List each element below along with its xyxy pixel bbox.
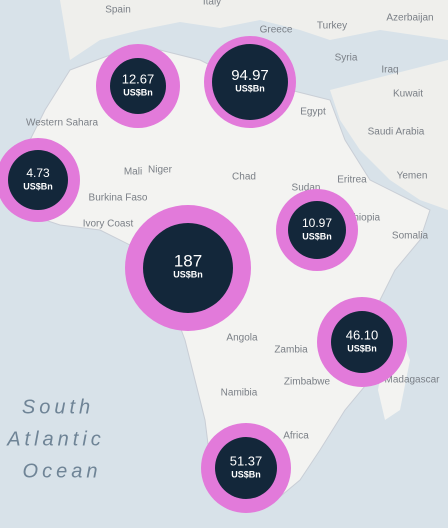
place-label: Egypt bbox=[300, 107, 326, 118]
ocean-label: Ocean bbox=[23, 460, 102, 482]
place-label: Saudi Arabia bbox=[368, 127, 425, 138]
bubble-unit: US$Bn bbox=[123, 87, 153, 97]
place-label: Italy bbox=[203, 0, 221, 8]
bubble-core bbox=[110, 58, 166, 114]
bubble-core bbox=[215, 437, 277, 499]
place-label: Syria bbox=[335, 53, 358, 64]
place-label: Madagascar bbox=[384, 375, 440, 386]
place-label: Namibia bbox=[221, 388, 258, 399]
bubble-value: 4.73 bbox=[26, 166, 50, 180]
place-label: Azerbaijan bbox=[386, 13, 433, 24]
place-label: Iraq bbox=[381, 65, 398, 76]
place-label: Sudan bbox=[292, 183, 321, 194]
bubble-unit: US$Bn bbox=[235, 83, 265, 93]
place-label: Eritrea bbox=[337, 175, 367, 186]
bubble-value: 51.37 bbox=[230, 453, 263, 468]
bubble-core bbox=[288, 201, 346, 259]
europe bbox=[60, 0, 448, 60]
place-label: Greece bbox=[260, 25, 293, 36]
place-label: Spain bbox=[105, 5, 131, 16]
place-label: Yemen bbox=[397, 171, 428, 182]
bubble-value: 10.97 bbox=[302, 216, 332, 230]
place-label: Burkina Faso bbox=[89, 193, 148, 204]
place-label: Ivory Coast bbox=[83, 219, 134, 230]
ocean-label: Atlantic bbox=[6, 428, 105, 450]
bubble-core bbox=[331, 311, 393, 373]
bubble-core bbox=[143, 223, 233, 313]
bubble-core bbox=[212, 44, 288, 120]
bubble-value: 94.97 bbox=[231, 67, 269, 84]
place-label: Mali bbox=[124, 167, 142, 178]
ocean-label: South bbox=[22, 396, 94, 418]
place-label: Africa bbox=[283, 431, 309, 442]
place-label: Niger bbox=[148, 165, 173, 176]
bubble-value: 12.67 bbox=[122, 71, 155, 86]
bubble-unit: US$Bn bbox=[347, 343, 377, 353]
bubble-unit: US$Bn bbox=[173, 269, 203, 279]
place-label: Somalia bbox=[392, 231, 429, 242]
place-label: Turkey bbox=[317, 21, 347, 32]
place-label: Angola bbox=[226, 333, 258, 344]
place-label: Ethiopia bbox=[344, 213, 381, 224]
bubble-unit: US$Bn bbox=[302, 231, 332, 241]
arabia bbox=[330, 60, 448, 210]
bubble-value: 187 bbox=[174, 251, 202, 270]
bubble-value: 46.10 bbox=[346, 327, 379, 342]
bubble-unit: US$Bn bbox=[231, 469, 261, 479]
bubble-unit: US$Bn bbox=[23, 181, 53, 191]
bubble-core bbox=[8, 150, 68, 210]
place-label: Zimbabwe bbox=[284, 377, 331, 388]
place-label: Kuwait bbox=[393, 89, 423, 100]
place-label: Western Sahara bbox=[26, 118, 99, 129]
place-label: Chad bbox=[232, 172, 256, 183]
place-label: Zambia bbox=[274, 345, 308, 356]
